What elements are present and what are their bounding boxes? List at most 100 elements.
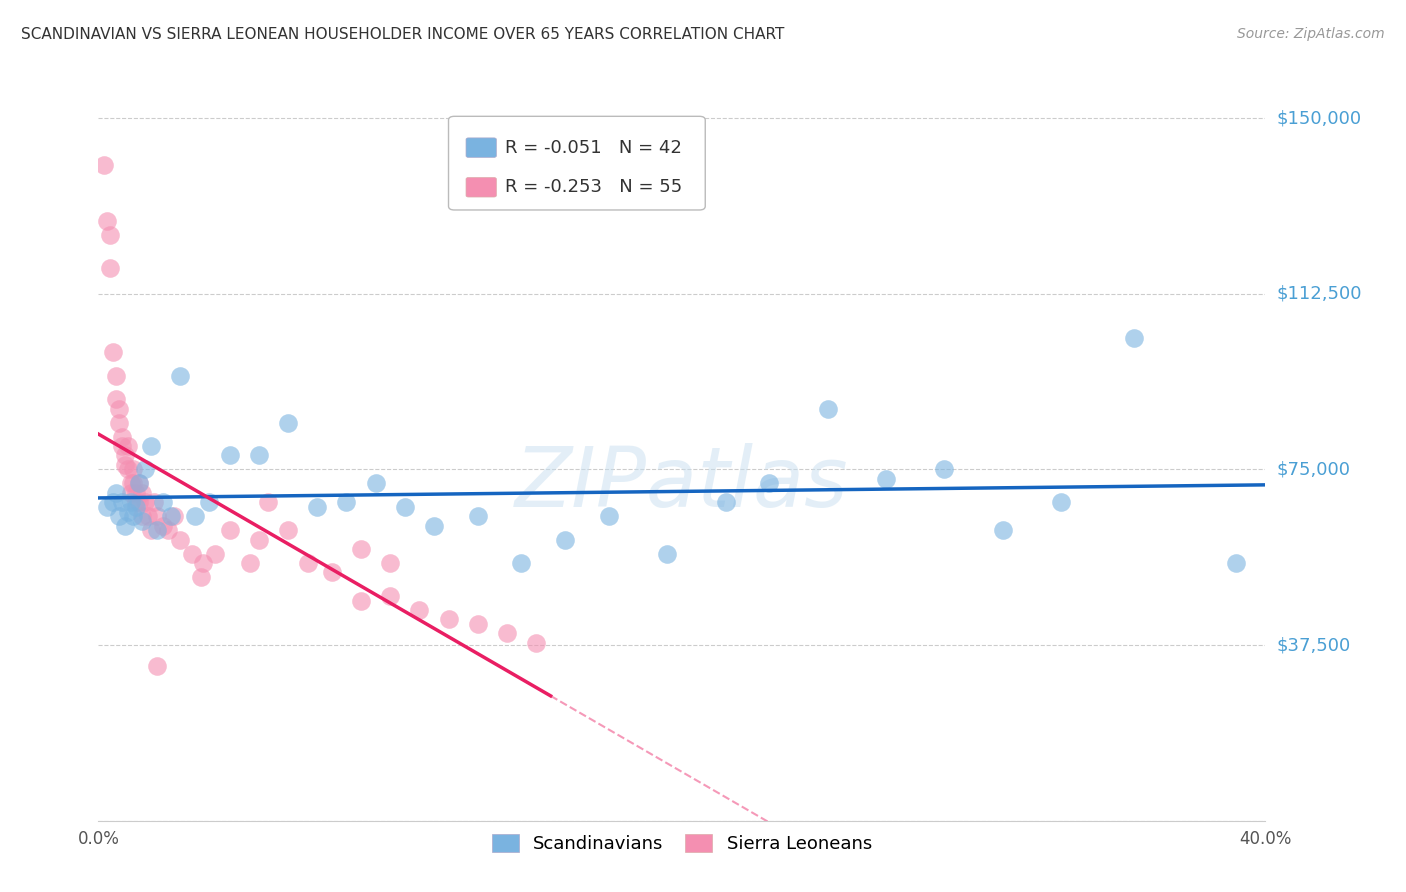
Point <box>350 593 373 607</box>
Point <box>437 612 460 626</box>
Text: $37,500: $37,500 <box>1277 636 1351 654</box>
FancyBboxPatch shape <box>449 116 706 210</box>
Point <box>467 509 489 524</box>
FancyBboxPatch shape <box>465 178 496 197</box>
Point <box>122 462 145 476</box>
Point <box>139 523 162 537</box>
Point <box>321 566 343 580</box>
Point <box>98 228 121 243</box>
Point <box>146 523 169 537</box>
Point <box>198 495 221 509</box>
Point <box>117 439 139 453</box>
Point <box>131 509 153 524</box>
Point <box>256 495 278 509</box>
Point <box>98 261 121 276</box>
Point <box>160 509 183 524</box>
Point <box>104 392 127 407</box>
Point <box>496 626 519 640</box>
Point <box>120 476 142 491</box>
Text: $112,500: $112,500 <box>1277 285 1362 302</box>
Point <box>934 462 956 476</box>
Point <box>122 476 145 491</box>
Point <box>111 430 134 444</box>
Text: ZIPatlas: ZIPatlas <box>515 443 849 524</box>
Point <box>120 495 142 509</box>
Point <box>146 509 169 524</box>
Point <box>180 547 202 561</box>
Point <box>152 495 174 509</box>
Point <box>114 518 136 533</box>
Point <box>101 345 124 359</box>
Point <box>190 570 212 584</box>
Point <box>146 659 169 673</box>
FancyBboxPatch shape <box>465 138 496 157</box>
Point <box>104 485 127 500</box>
Point <box>117 462 139 476</box>
Text: $150,000: $150,000 <box>1277 109 1361 128</box>
Point <box>394 500 416 514</box>
Point <box>307 500 329 514</box>
Text: $75,000: $75,000 <box>1277 460 1351 478</box>
Point <box>114 458 136 472</box>
Point <box>108 401 131 416</box>
Point <box>247 449 270 463</box>
Point <box>183 509 205 524</box>
Point <box>554 533 576 547</box>
Point <box>163 509 186 524</box>
Point <box>108 416 131 430</box>
Point <box>277 523 299 537</box>
Point <box>125 495 148 509</box>
Point <box>364 476 387 491</box>
Point <box>1225 556 1247 570</box>
Point <box>239 556 262 570</box>
Text: SCANDINAVIAN VS SIERRA LEONEAN HOUSEHOLDER INCOME OVER 65 YEARS CORRELATION CHAR: SCANDINAVIAN VS SIERRA LEONEAN HOUSEHOLD… <box>21 27 785 42</box>
Point <box>193 556 215 570</box>
Point <box>380 556 402 570</box>
Point <box>152 518 174 533</box>
Point <box>758 476 780 491</box>
Point <box>1050 495 1073 509</box>
Point <box>277 416 299 430</box>
Point <box>114 449 136 463</box>
Point <box>131 485 153 500</box>
Point <box>204 547 226 561</box>
Point <box>218 449 240 463</box>
Point <box>111 495 134 509</box>
Point <box>423 518 446 533</box>
Point <box>875 472 897 486</box>
Point <box>134 495 156 509</box>
Point <box>134 462 156 476</box>
Text: Source: ZipAtlas.com: Source: ZipAtlas.com <box>1237 27 1385 41</box>
Point <box>96 500 118 514</box>
Point <box>297 556 319 570</box>
Point <box>467 617 489 632</box>
Point <box>657 547 679 561</box>
Point <box>96 214 118 228</box>
Point <box>218 523 240 537</box>
Point <box>128 495 150 509</box>
Point <box>122 509 145 524</box>
Point <box>524 635 547 649</box>
Point <box>817 401 839 416</box>
Point <box>111 439 134 453</box>
Text: R = -0.253   N = 55: R = -0.253 N = 55 <box>505 178 682 196</box>
Point <box>335 495 357 509</box>
Point <box>598 509 620 524</box>
Point <box>157 523 180 537</box>
Point <box>117 505 139 519</box>
Point <box>108 509 131 524</box>
Legend: Scandinavians, Sierra Leoneans: Scandinavians, Sierra Leoneans <box>485 827 879 860</box>
Point <box>991 523 1014 537</box>
Point <box>510 556 533 570</box>
Point <box>128 476 150 491</box>
Point <box>380 589 402 603</box>
Point <box>104 368 127 383</box>
Point <box>125 485 148 500</box>
Point <box>120 485 142 500</box>
Point <box>142 495 165 509</box>
Point <box>125 500 148 514</box>
Point <box>350 542 373 557</box>
Point <box>136 509 159 524</box>
Point <box>169 368 191 383</box>
Text: R = -0.051   N = 42: R = -0.051 N = 42 <box>505 138 682 157</box>
